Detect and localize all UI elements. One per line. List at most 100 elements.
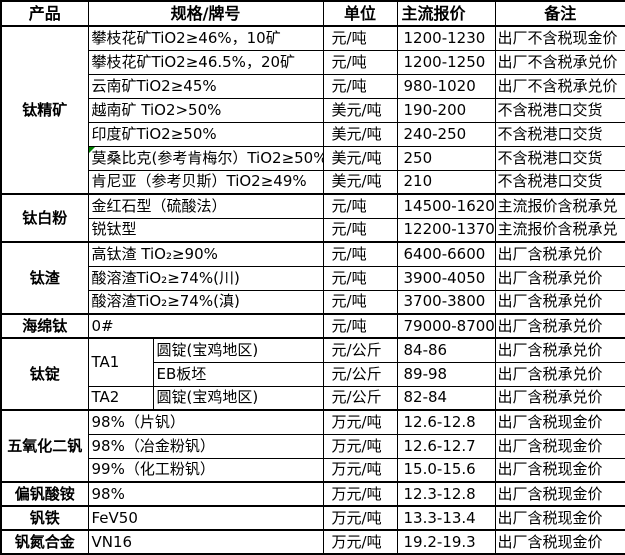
note-cell: 出厂含税现金价 [494, 409, 625, 435]
table-row: 越南矿 TiO2>50% 美元/吨 190-200 不含税港口交货 [1, 97, 625, 123]
unit-cell: 美元/吨 [322, 97, 398, 123]
unit-cell: 万元/吨 [322, 505, 398, 531]
price-cell: 15.0-15.6 [396, 457, 496, 483]
price-cell: 250 [396, 145, 496, 171]
unit-cell: 元/公斤 [322, 337, 398, 363]
table-row: 钛白粉 金红石型（硫酸法） 元/吨 14500-16200 主流报价含税承兑 [0, 193, 625, 243]
unit-cell: 元/公斤 [322, 385, 398, 411]
price-cell: 3900-4050 [396, 265, 496, 291]
price-cell: 19.2-19.3 [396, 529, 496, 555]
table-row: 偏钒酸铵 98% 万元/吨 12.3-12.8 出厂含税现金价 [0, 481, 625, 507]
spec-cell: 锐钛型 [87, 217, 324, 243]
unit-cell: 元/吨 [322, 217, 398, 243]
unit-cell: 元/公斤 [322, 361, 398, 387]
spec-cell: VN16 [87, 529, 324, 555]
spec-cell: 莫桑比克(参考肯梅尔）TiO2≥50% [87, 145, 324, 171]
spec-cell: 云南矿TiO2≥45% [87, 73, 324, 99]
price-cell: 1200-1230 [396, 25, 496, 51]
unit-cell: 元/吨 [322, 313, 398, 339]
unit-cell: 万元/吨 [322, 433, 398, 459]
spec-cell: 高钛渣 TiO₂≥90% [87, 241, 324, 267]
price-cell: 12.6-12.7 [396, 433, 496, 459]
header-spec: 规格/牌号 [87, 0, 324, 27]
table-row: 印度矿TiO2≥50% 美元/吨 240-250 不含税港口交货 [1, 121, 625, 147]
price-cell: 14500-16200 [396, 193, 496, 219]
spec-cell: 酸溶渣TiO₂≥74%(滇) [87, 289, 324, 315]
table-row: 酸溶渣TiO₂≥74%(川) 元/吨 3900-4050 出厂含税承兑价 [1, 265, 625, 291]
product-cell: 钛白粉 [0, 193, 89, 243]
price-cell: 240-250 [396, 121, 496, 147]
product-cell: 钒铁 [0, 505, 89, 531]
table-row: TA2 圆锭(宝鸡地区) 元/公斤 82-84 出厂含税承兑价 [1, 385, 625, 411]
price-cell: 12.6-12.8 [396, 409, 496, 435]
note-cell: 不含税港口交货 [494, 145, 625, 171]
note-cell: 出厂含税现金价 [494, 433, 625, 459]
price-cell: 6400-6600 [396, 241, 496, 267]
price-cell: 89-98 [396, 361, 496, 387]
type-cell: 圆锭(宝鸡地区) [152, 385, 324, 411]
unit-cell: 万元/吨 [322, 409, 398, 435]
header-row: 产品 规格/牌号 单位 主流报价 备注 [0, 0, 625, 27]
header-unit: 单位 [322, 0, 398, 27]
product-cell: 钒氮合金 [0, 529, 89, 555]
excel-error-triangle-icon [89, 147, 95, 153]
unit-cell: 美元/吨 [322, 169, 398, 195]
table-row: 莫桑比克(参考肯梅尔）TiO2≥50% 美元/吨 250 不含税港口交货 [1, 145, 625, 171]
note-cell: 主流报价含税承兑 [494, 217, 625, 243]
spec-cell: 印度矿TiO2≥50% [87, 121, 324, 147]
spec-cell: 酸溶渣TiO₂≥74%(川) [87, 265, 324, 291]
price-cell: 3700-3800 [396, 289, 496, 315]
note-cell: 出厂含税承兑价 [494, 337, 625, 363]
product-cell: 钛锭 [0, 337, 89, 411]
header-price: 主流报价 [396, 0, 496, 27]
price-cell: 1200-1250 [396, 49, 496, 75]
header-note: 备注 [494, 0, 625, 27]
unit-cell: 元/吨 [322, 193, 398, 219]
table-row: 海绵钛 0# 元/吨 79000-87000 出厂含税承兑价 [0, 313, 625, 339]
table-row: 钛渣 高钛渣 TiO₂≥90% 元/吨 6400-6600 出厂含税承兑价 [0, 241, 625, 315]
spec-cell: 99%（化工粉钒） [87, 457, 324, 483]
note-cell: 不含税港口交货 [494, 121, 625, 147]
note-cell: 出厂不含税承兑价 [494, 73, 625, 99]
unit-cell: 元/吨 [322, 289, 398, 315]
spec-cell-label: 莫桑比克(参考肯梅尔）TiO2≥50% [91, 148, 324, 167]
note-cell: 出厂含税承兑价 [494, 385, 625, 411]
table-row: 钒铁 FeV50 万元/吨 13.3-13.4 出厂含税现金价 [0, 505, 625, 531]
table-row: 99%（化工粉钒） 万元/吨 15.0-15.6 出厂含税现金价 [1, 457, 625, 483]
table-row: EB板坯 元/公斤 89-98 出厂含税承兑价 [1, 361, 625, 387]
note-cell: 主流报价含税承兑 [494, 193, 625, 219]
price-cell: 13.3-13.4 [396, 505, 496, 531]
price-cell: 980-1020 [396, 73, 496, 99]
type-cell: EB板坯 [152, 361, 324, 387]
unit-cell: 元/吨 [322, 49, 398, 75]
table-row: 云南矿TiO2≥45% 元/吨 980-1020 出厂不含税承兑价 [1, 73, 625, 99]
spec-cell: 越南矿 TiO2>50% [87, 97, 324, 123]
spec-cell: 98% [87, 481, 324, 507]
spec-cell: 肯尼亚（参考贝斯）TiO2≥49% [87, 169, 324, 195]
unit-cell: 美元/吨 [322, 121, 398, 147]
table-row: 肯尼亚（参考贝斯）TiO2≥49% 美元/吨 210 不含税港口交货 [1, 169, 625, 195]
table-row: 钛锭 TA1 圆锭(宝鸡地区) 元/公斤 84-86 出厂含税承兑价 [0, 337, 625, 411]
price-cell: 210 [396, 169, 496, 195]
table-row: 98%（冶金粉钒） 万元/吨 12.6-12.7 出厂含税现金价 [1, 433, 625, 459]
note-cell: 出厂含税现金价 [494, 481, 625, 507]
price-cell: 190-200 [396, 97, 496, 123]
note-cell: 不含税港口交货 [494, 169, 625, 195]
unit-cell: 万元/吨 [322, 457, 398, 483]
grade-cell: TA2 [87, 385, 154, 411]
spec-cell: 金红石型（硫酸法） [87, 193, 324, 219]
unit-cell: 万元/吨 [322, 529, 398, 555]
product-cell: 偏钒酸铵 [0, 481, 89, 507]
price-cell: 84-86 [396, 337, 496, 363]
note-cell: 出厂含税承兑价 [494, 289, 625, 315]
price-cell: 79000-87000 [396, 313, 496, 339]
price-cell: 12.3-12.8 [396, 481, 496, 507]
spec-cell: FeV50 [87, 505, 324, 531]
unit-cell: 元/吨 [322, 241, 398, 267]
note-cell: 出厂含税承兑价 [494, 313, 625, 339]
table-row: 攀枝花矿TiO2≥46.5%，20矿 元/吨 1200-1250 出厂不含税承兑… [1, 49, 625, 75]
grade-cell: TA1 [87, 337, 154, 387]
note-cell: 出厂含税承兑价 [494, 241, 625, 267]
spec-cell: 98%（片钒） [87, 409, 324, 435]
